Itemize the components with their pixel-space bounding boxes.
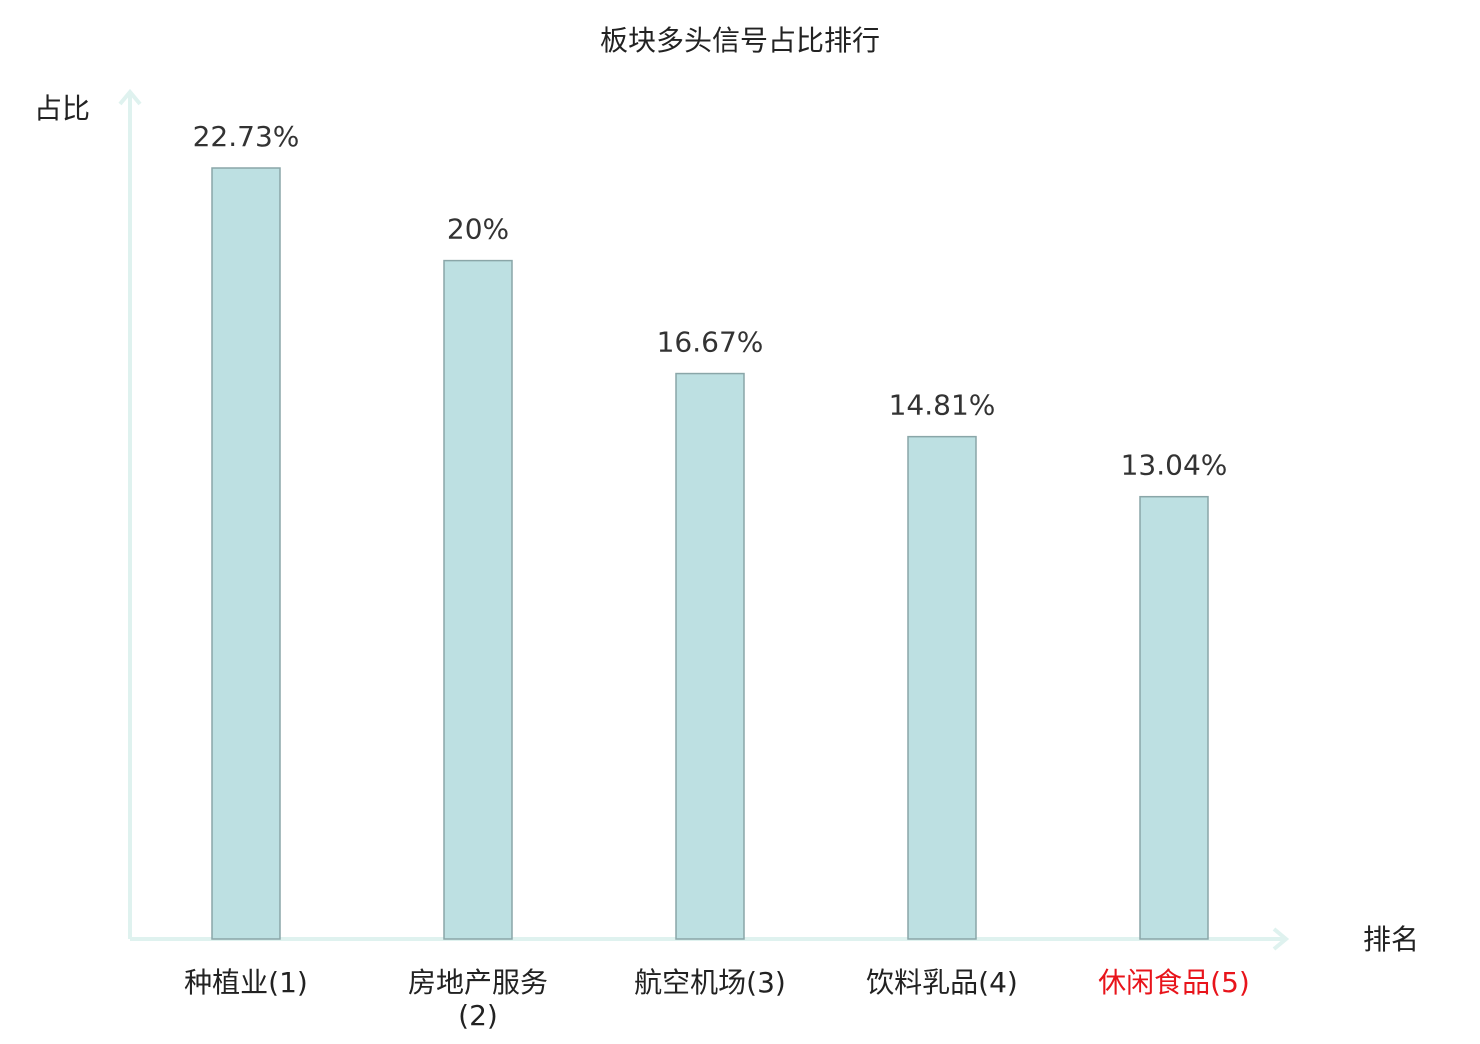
bar: [1139, 495, 1209, 940]
x-tick-label-box: 饮料乳品(4): [866, 966, 1018, 999]
value-label: 13.04%: [1121, 449, 1228, 482]
x-arrow: [1272, 927, 1290, 951]
x-tick-label: 房地产服务(2): [407, 966, 548, 1032]
y-arrow: [118, 88, 142, 106]
x-tick-label-box: 航空机场(3): [634, 966, 786, 999]
value-label: 16.67%: [657, 326, 764, 359]
bar: [443, 259, 513, 940]
x-tick-label-box: 种植业(1): [184, 966, 308, 999]
x-tick-label: 饮料乳品(4): [866, 966, 1018, 999]
x-tick-label: 种植业(1): [184, 966, 308, 999]
bar: [907, 435, 977, 940]
chart-title: 板块多头信号占比排行: [600, 24, 880, 57]
bar: [675, 372, 745, 940]
value-label: 22.73%: [193, 120, 300, 153]
bar: [211, 167, 281, 940]
x-tick-label-box: 休闲食品(5): [1098, 966, 1250, 999]
x-tick-label: 休闲食品(5): [1098, 966, 1250, 999]
value-label: 14.81%: [889, 389, 996, 422]
x-axis-label: 排名: [1363, 923, 1419, 956]
y-axis-label: 占比: [34, 92, 90, 125]
x-tick-label: 航空机场(3): [634, 966, 786, 999]
value-label: 20%: [447, 213, 509, 246]
x-tick-label-box: 房地产服务(2): [407, 966, 548, 1032]
